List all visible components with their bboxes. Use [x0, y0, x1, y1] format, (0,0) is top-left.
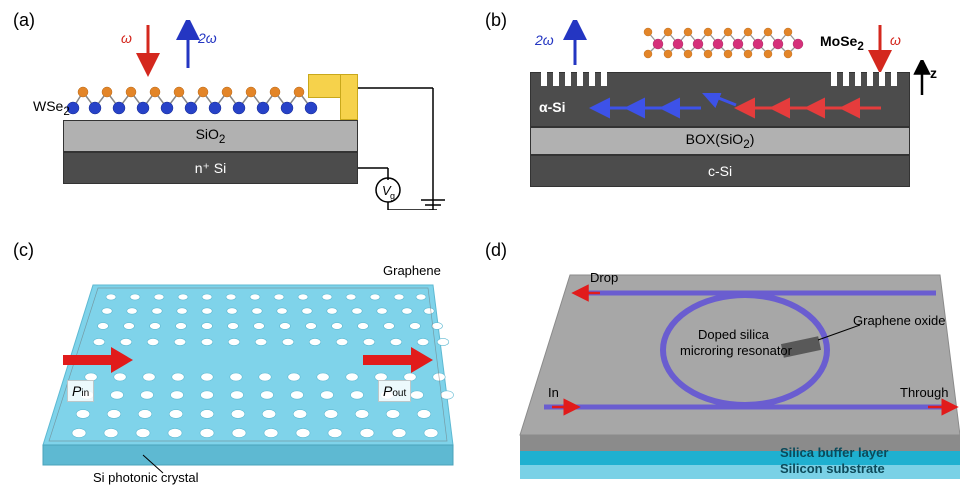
omega-down-arrow — [133, 20, 163, 80]
in-label: In — [548, 385, 559, 400]
omega-label: ω — [121, 30, 132, 46]
pout-label: Pout — [378, 380, 411, 402]
sio2-layer: SiO2 — [63, 120, 358, 152]
panel-a: ω 2ω WSe2 SiO2 n⁺ Si — [33, 30, 453, 220]
two-omega-up-arrow-b — [560, 20, 590, 75]
mose2-label: MoSe2 — [820, 33, 864, 53]
svg-text:g: g — [390, 191, 395, 201]
two-omega-up-arrow — [173, 20, 203, 80]
graphene-label: Graphene — [383, 263, 441, 278]
asi-text: α-Si — [539, 99, 566, 115]
pin-label: Pin — [67, 380, 94, 402]
buffer-label: Silica buffer layer — [780, 445, 888, 460]
omega-label-b: ω — [890, 32, 901, 48]
mose2-lattice — [640, 22, 820, 62]
circuit: V g — [333, 80, 453, 210]
two-omega-label-b: 2ω — [535, 32, 554, 48]
panel-a-label: (a) — [13, 10, 35, 31]
ring-resonator — [500, 255, 960, 495]
two-omega-label: 2ω — [198, 30, 217, 46]
crystal-label: Si photonic crystal — [93, 470, 199, 485]
csi-layer: c-Si — [530, 155, 910, 187]
internal-arrows — [586, 93, 906, 123]
drop-label: Drop — [590, 270, 618, 285]
z-label: z — [930, 65, 937, 81]
panel-c-label: (c) — [13, 240, 34, 261]
substrate-label: Silicon substrate — [780, 461, 885, 476]
ring-label-1: Doped silica — [698, 327, 769, 342]
panel-c: Graphene Pin Pout Si photonic crystal — [33, 255, 463, 495]
asi-layer: α-Si — [530, 72, 910, 127]
through-label: Through — [900, 385, 948, 400]
panel-d: Drop In Through Doped silica microring r… — [500, 255, 960, 495]
box-layer: BOX(SiO2) — [530, 127, 910, 155]
panel-b: 2ω ω z MoSe2 — [530, 30, 950, 220]
photonic-crystal — [33, 255, 463, 485]
nsi-layer: n⁺ Si — [63, 152, 358, 184]
wse2-label: WSe2 — [33, 98, 70, 118]
panel-b-label: (b) — [485, 10, 507, 31]
ring-label-2: microring resonator — [680, 343, 792, 358]
go-label: Graphene oxide — [853, 313, 946, 328]
